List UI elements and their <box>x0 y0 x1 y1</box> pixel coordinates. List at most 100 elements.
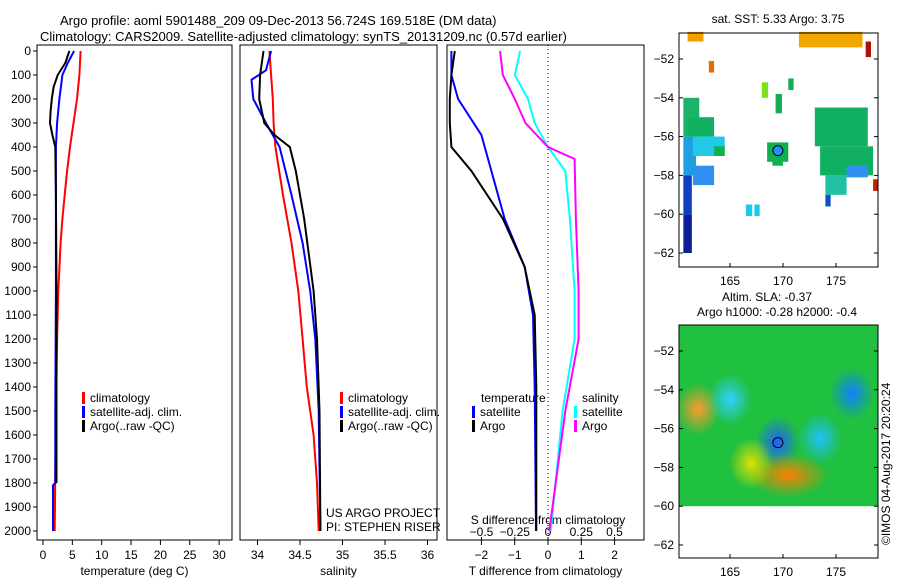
panel-frame <box>446 44 645 541</box>
legend-swatch <box>340 420 343 432</box>
sst-cell <box>825 175 847 195</box>
title-line-1: Argo profile: aoml 5901488_209 09-Dec-20… <box>60 13 497 28</box>
legend-label: Argo <box>582 419 608 433</box>
x-axis-label: temperature (deg C) <box>80 564 188 578</box>
x-tick-label: 35.5 <box>373 548 397 562</box>
x2-tick-label: 0 <box>545 525 552 539</box>
series-line-s-argo <box>499 50 580 532</box>
y-tick-label: 1900 <box>4 500 31 514</box>
y-tick-label: −54 <box>654 91 675 105</box>
x-tick-label: 35 <box>336 548 350 562</box>
sst-cell <box>761 82 769 98</box>
legend-label: Argo(..raw -QC) <box>348 419 433 433</box>
y-tick-label: −60 <box>654 499 675 513</box>
argo-location-marker <box>772 145 784 157</box>
legend-swatch <box>340 406 343 418</box>
y-tick-label: 700 <box>11 212 31 226</box>
y-tick-label: −52 <box>654 344 675 358</box>
copyright-text: ©IMOS 04-Aug-2017 20:20:24 <box>879 382 893 545</box>
x-tick-label: 0 <box>40 548 47 562</box>
legend-label: climatology <box>90 391 150 405</box>
y-tick-label: 1600 <box>4 428 31 442</box>
x-tick-label: 170 <box>773 274 793 288</box>
sst-cell <box>798 31 863 48</box>
legend-swatch <box>472 420 475 432</box>
legend-swatch <box>82 420 85 432</box>
y-tick-label: 300 <box>11 116 31 130</box>
sla-anomaly <box>798 412 843 465</box>
x-axis-label: T difference from climatology <box>469 564 623 578</box>
y-tick-label: −62 <box>654 538 675 552</box>
y-tick-label: 400 <box>11 140 31 154</box>
x-tick-label: 2 <box>611 548 618 562</box>
x-tick-label: −2 <box>475 548 489 562</box>
map-frame <box>678 324 879 559</box>
legend-label: Argo <box>480 419 506 433</box>
y-tick-label: 1800 <box>4 476 31 490</box>
x-tick-label: 10 <box>95 548 109 562</box>
sst-map-title: sat. SST: 5.33 Argo: 3.75 <box>712 12 845 26</box>
y-tick-label: 800 <box>11 236 31 250</box>
x-tick-label: −1 <box>508 548 522 562</box>
x-tick-label: 15 <box>124 548 138 562</box>
y-tick-label: −58 <box>654 168 675 182</box>
y-tick-label: −60 <box>654 207 675 221</box>
sst-cell <box>865 41 871 58</box>
x-tick-label: 175 <box>826 274 846 288</box>
series-line-argo-raw-qc- <box>48 50 71 483</box>
x-tick-label: 34.5 <box>288 548 312 562</box>
legend-label: satellite-adj. clim. <box>348 405 440 419</box>
x2-axis-label: S difference from climatology <box>471 513 626 527</box>
y-tick-label: 1300 <box>4 356 31 370</box>
y-tick-label: 600 <box>11 188 31 202</box>
legend-swatch <box>574 406 577 418</box>
x-axis-label: salinity <box>320 564 357 578</box>
x2-tick-label: 0.25 <box>570 525 594 539</box>
y-tick-label: 100 <box>11 68 31 82</box>
sst-cell <box>775 93 782 114</box>
legend-title-salinity: salinity <box>582 391 619 405</box>
y-tick-label: 1500 <box>4 404 31 418</box>
sst-cell <box>708 60 715 73</box>
panel-salinity: 34 34.5 35 35.5 36 salinity climatologysatelli… <box>239 44 440 578</box>
series-line-t-argo <box>448 50 538 531</box>
x-tick-label: 36 <box>421 548 435 562</box>
legend-label: satellite <box>582 405 623 419</box>
legend-label: climatology <box>348 391 408 405</box>
y-tick-label: 2000 <box>4 524 31 538</box>
sst-cell <box>846 165 868 178</box>
x-tick-label: 20 <box>154 548 168 562</box>
x-tick-label: 34 <box>251 548 265 562</box>
x2-tick-label: −0.25 <box>500 525 531 539</box>
credit-text: US ARGO PROJECT <box>326 506 441 520</box>
y-tick-label: 200 <box>11 92 31 106</box>
y-tick-label: −56 <box>654 422 675 436</box>
x2-tick-label: 0.5 <box>606 525 623 539</box>
map-sst-map: −52 −54 −56 −58 −60 −62 165 170 175 <box>654 31 879 288</box>
sst-cell <box>788 78 794 91</box>
x-tick-label: 170 <box>773 565 793 579</box>
x-tick-label: 25 <box>183 548 197 562</box>
pi-text: PI: STEPHEN RISER <box>326 520 441 534</box>
sla-anomaly <box>829 367 874 420</box>
panel-temperature: 0100200300400500600700800900100011001200… <box>4 44 233 578</box>
x-tick-label: 0 <box>545 548 552 562</box>
y-tick-label: 1400 <box>4 380 31 394</box>
y-tick-label: 0 <box>24 44 31 58</box>
series-line-argo-raw-qc- <box>258 50 322 532</box>
series-line-satellite-adj-clim- <box>250 50 322 532</box>
series-line-climatology <box>53 50 82 532</box>
legend-title-temperature: temperature <box>481 391 546 405</box>
y-tick-label: 1100 <box>5 308 31 322</box>
x-tick-label: 165 <box>720 274 740 288</box>
legend-swatch <box>472 406 475 418</box>
map-sla-map: −52 −54 −56 −58 −60 −62 165 170 175 <box>654 324 879 579</box>
sst-cell <box>683 136 697 176</box>
panel-frame <box>239 44 438 541</box>
y-tick-label: −52 <box>654 52 675 66</box>
x-tick-label: 1 <box>578 548 585 562</box>
sst-cell <box>772 156 783 166</box>
sst-cell <box>873 179 879 191</box>
